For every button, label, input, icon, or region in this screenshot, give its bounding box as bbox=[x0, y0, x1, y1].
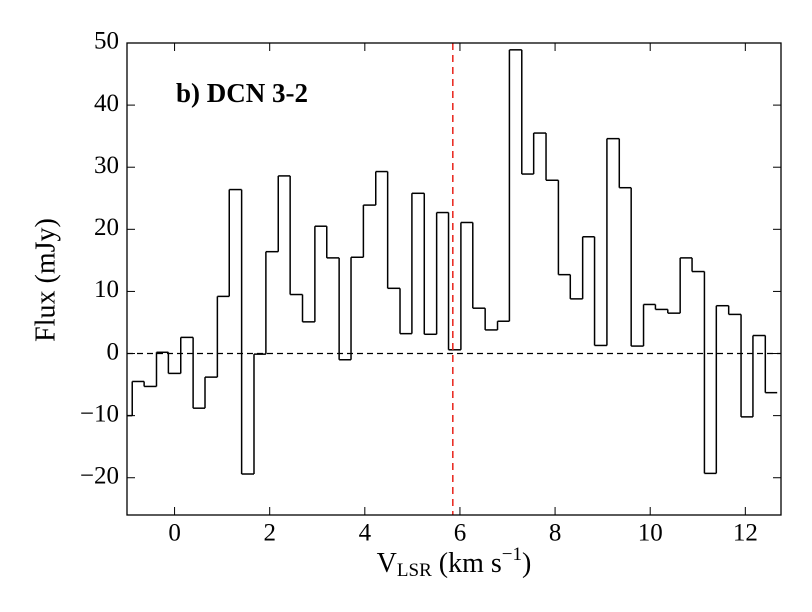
x-tick-label: 4 bbox=[359, 520, 372, 547]
x-label-part: (km s bbox=[432, 548, 502, 579]
y-tick-label: 50 bbox=[94, 28, 119, 55]
x-tick-label: 6 bbox=[454, 520, 467, 547]
x-label-sup: −1 bbox=[502, 544, 522, 565]
plot-area bbox=[127, 43, 781, 515]
y-axis-label: Flux (mJy) bbox=[30, 218, 61, 342]
x-label-part: V bbox=[377, 548, 397, 579]
y-tick-label: 20 bbox=[94, 214, 119, 241]
y-tick-label: −20 bbox=[80, 462, 119, 489]
y-tick-label: 40 bbox=[94, 90, 119, 117]
y-tick-label: 30 bbox=[94, 152, 119, 179]
y-tick-label: 10 bbox=[94, 276, 119, 303]
axes-frame bbox=[126, 42, 782, 516]
x-tick-label: 0 bbox=[168, 520, 181, 547]
y-tick-label: −10 bbox=[80, 400, 119, 427]
x-tick-label: 2 bbox=[263, 520, 276, 547]
annotation: b) DCN 3-2 bbox=[176, 78, 308, 108]
x-label-sub: LSR bbox=[397, 560, 432, 581]
x-tick-label: 8 bbox=[549, 520, 562, 547]
x-label-part: ) bbox=[522, 548, 531, 579]
x-axis-label: VLSR (km s−1) bbox=[377, 544, 532, 581]
y-tick-label: 0 bbox=[107, 338, 120, 365]
x-tick-label: 12 bbox=[733, 520, 758, 547]
x-tick-label: 10 bbox=[638, 520, 663, 547]
